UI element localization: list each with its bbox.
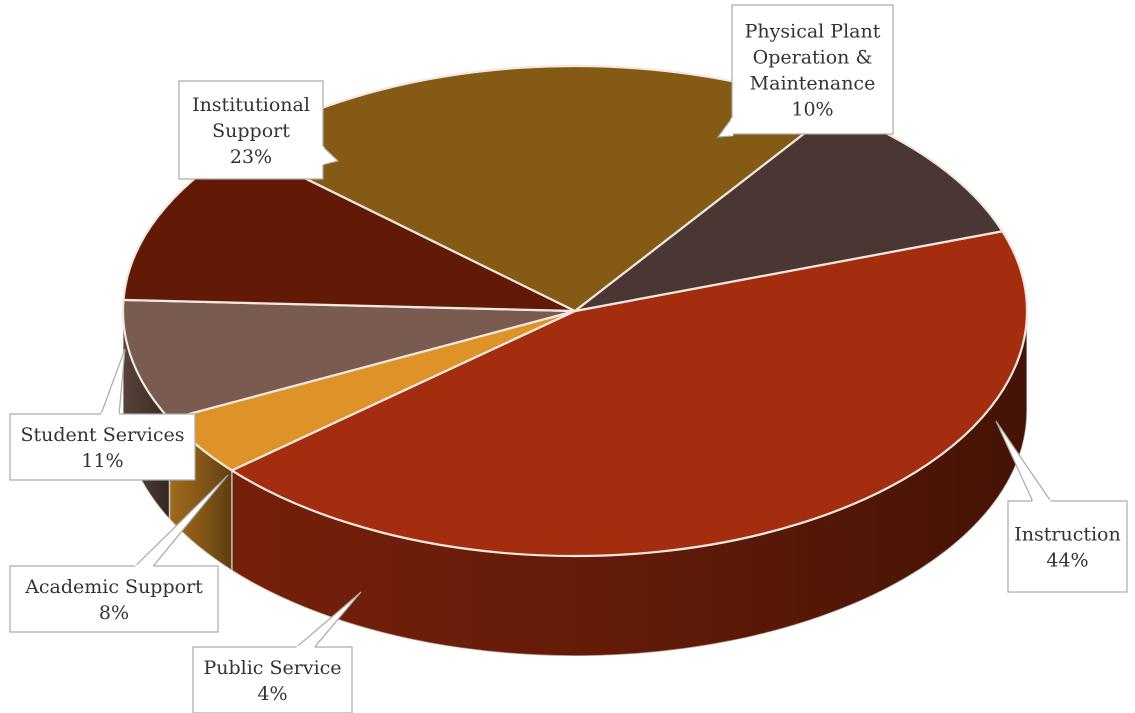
callout-label-physical-plant-operation-and-maintenance: Operation &	[753, 47, 873, 69]
callout-instruction: Instruction 44%	[1007, 499, 1128, 593]
callout-physical-plant-operation-and-maintenance: Physical Plant Operation & Maintenance 10%	[730, 4, 894, 136]
callout-value-instruction: 44%	[1046, 550, 1088, 572]
pie-top-faces	[121, 64, 1029, 558]
callout-label-physical-plant-operation-and-maintenance: Physical Plant	[745, 21, 881, 43]
callouts: Instruction 44% Public Service 4% Academic S…	[9, 4, 1128, 713]
callout-label-instruction: Instruction	[1014, 524, 1120, 546]
callout-label-institutional-support: Support	[212, 120, 290, 142]
callout-value-student-services: 11%	[81, 450, 123, 472]
callout-institutional-support: Institutional Support 23%	[178, 80, 325, 180]
callout-academic-support: Academic Support 8%	[9, 564, 219, 633]
callout-box-institutional-support	[178, 80, 324, 180]
callout-box-public-service	[192, 646, 353, 713]
callout-value-physical-plant-operation-and-maintenance: 10%	[791, 99, 833, 121]
callout-box-instruction	[1007, 500, 1128, 593]
pie-slice-academic-support	[121, 298, 577, 421]
callout-leaders	[100, 116, 1052, 648]
callout-value-institutional-support: 23%	[230, 146, 272, 168]
callout-student-services: Student Services 11%	[9, 412, 196, 481]
callout-label-public-service: Public Service	[203, 657, 341, 679]
callout-label-student-services: Student Services	[21, 424, 185, 446]
callout-box-physical-plant-operation-and-maintenance	[731, 4, 894, 135]
pie-slice-instruction	[230, 230, 1029, 558]
callout-value-public-service: 4%	[257, 683, 287, 705]
callout-label-institutional-support: Institutional	[192, 94, 310, 116]
callout-label-physical-plant-operation-and-maintenance: Maintenance	[750, 73, 876, 95]
callout-leader-student-services	[100, 348, 126, 415]
callout-public-service: Public Service 4%	[192, 645, 353, 713]
callout-value-academic-support: 8%	[99, 602, 129, 624]
callout-label-academic-support: Academic Support	[24, 576, 203, 598]
callout-box-academic-support	[9, 565, 219, 633]
